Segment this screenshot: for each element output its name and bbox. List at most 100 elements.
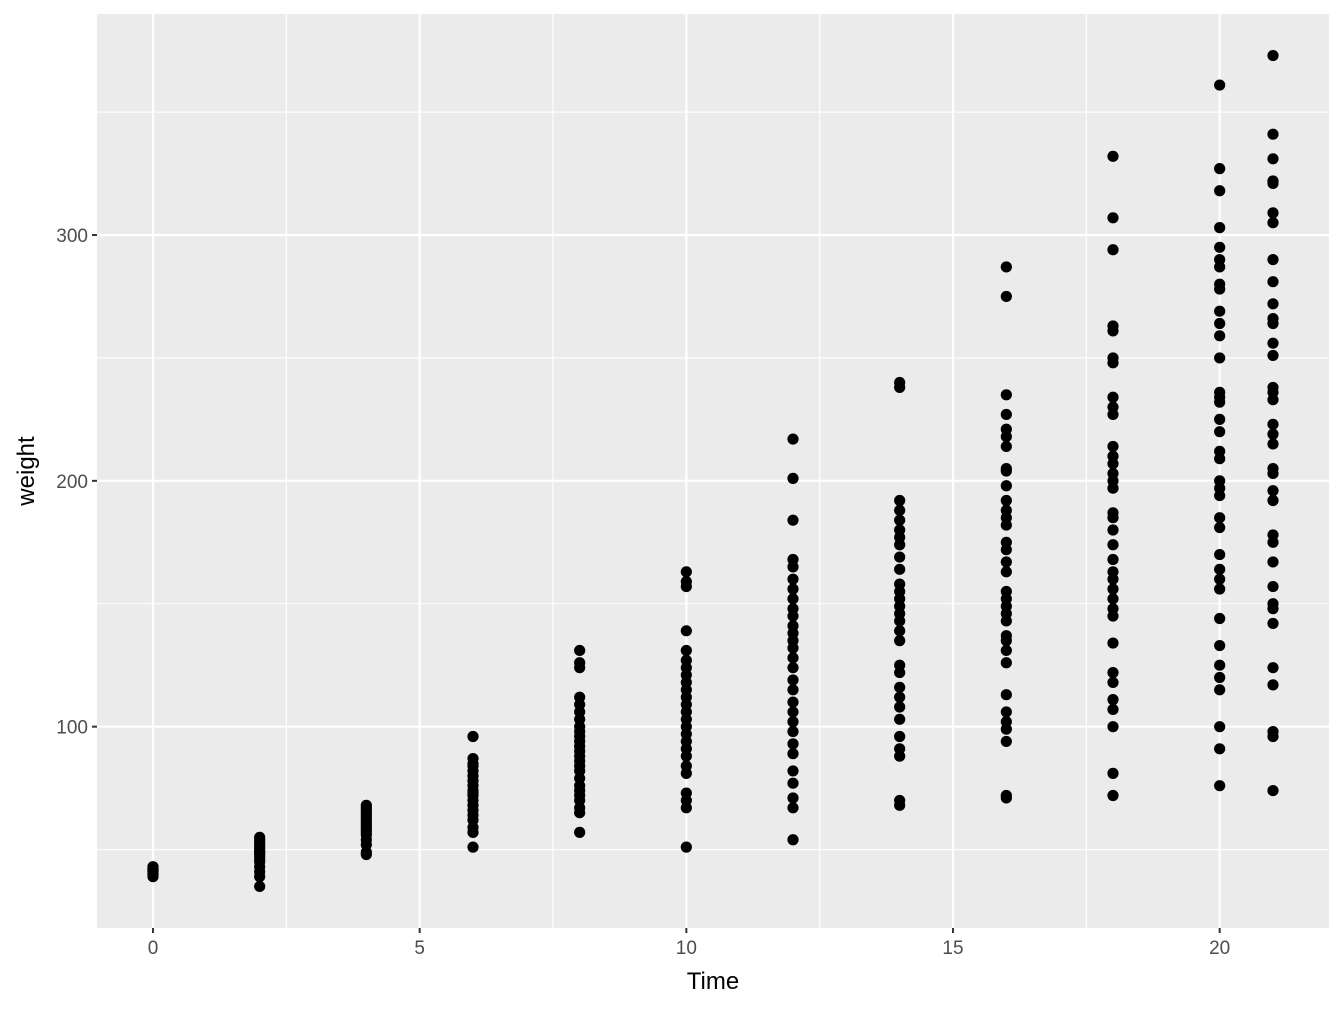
data-point	[1107, 391, 1119, 403]
data-point	[1267, 349, 1279, 362]
data-point	[574, 657, 586, 669]
data-point	[1267, 337, 1279, 349]
data-point	[1267, 153, 1279, 165]
data-point	[1267, 679, 1279, 691]
data-point	[1267, 253, 1279, 266]
data-point	[1107, 789, 1119, 802]
data-point	[787, 593, 799, 605]
data-point	[1214, 521, 1226, 534]
data-point	[787, 573, 799, 585]
data-point	[1267, 598, 1279, 610]
data-point	[787, 792, 799, 804]
data-point	[1214, 548, 1226, 561]
data-point	[787, 696, 799, 708]
data-point	[1000, 644, 1012, 657]
data-point	[1000, 462, 1012, 475]
data-point	[1214, 330, 1226, 342]
data-point	[787, 834, 799, 846]
data-point	[894, 514, 906, 526]
data-point	[1107, 593, 1119, 605]
data-point	[894, 494, 906, 507]
data-point	[1214, 512, 1226, 524]
data-point	[1107, 694, 1119, 706]
data-point	[787, 738, 799, 750]
data-point	[787, 662, 799, 674]
data-point	[1107, 401, 1119, 413]
data-point	[1267, 128, 1279, 140]
data-point	[787, 514, 799, 526]
data-point	[680, 576, 692, 588]
data-point	[1267, 428, 1279, 440]
data-point	[787, 583, 799, 595]
data-point	[680, 625, 692, 637]
data-point	[1214, 426, 1226, 438]
y-tick-label: 300	[56, 226, 88, 247]
data-point	[1214, 317, 1226, 330]
data-point	[467, 730, 479, 743]
data-point	[1000, 689, 1012, 701]
data-point	[574, 644, 586, 657]
data-point	[1214, 612, 1226, 625]
data-point	[574, 826, 586, 838]
data-point	[787, 684, 799, 696]
data-point	[1107, 539, 1119, 551]
data-point	[1267, 298, 1279, 310]
data-point	[1107, 467, 1119, 480]
data-point	[360, 799, 372, 811]
data-point	[1000, 423, 1012, 435]
data-point	[1000, 556, 1012, 568]
data-point	[1267, 462, 1279, 475]
data-point	[787, 765, 799, 777]
data-point	[1267, 381, 1279, 394]
data-point	[894, 691, 906, 703]
y-axis-ticks: 100 200 300	[56, 226, 97, 739]
data-point	[894, 504, 906, 516]
data-point	[787, 748, 799, 760]
data-point	[894, 681, 906, 693]
data-point	[1267, 556, 1279, 568]
data-point	[1107, 150, 1119, 162]
data-point	[1214, 413, 1226, 425]
data-point	[1267, 529, 1279, 541]
data-point	[1000, 716, 1012, 728]
data-point	[1107, 553, 1119, 566]
data-point	[1000, 408, 1012, 421]
data-point	[1214, 573, 1226, 585]
data-point	[1267, 580, 1279, 593]
data-point	[1214, 163, 1226, 175]
data-point	[787, 603, 799, 615]
data-point	[894, 713, 906, 725]
data-point	[1000, 706, 1012, 718]
data-point	[1267, 438, 1279, 450]
data-point	[1267, 276, 1279, 288]
data-point	[1107, 212, 1119, 224]
data-point	[894, 794, 906, 807]
data-point	[1214, 445, 1226, 457]
data-point	[787, 706, 799, 718]
y-tick-label: 100	[56, 718, 88, 739]
data-point	[680, 760, 692, 772]
data-point	[680, 566, 692, 578]
data-point	[1000, 261, 1012, 273]
data-point	[1000, 789, 1012, 802]
data-point	[787, 802, 799, 814]
data-point	[1267, 217, 1279, 229]
x-tick-label: 20	[1209, 938, 1230, 959]
data-point	[1000, 440, 1012, 453]
y-tick-label: 200	[56, 472, 88, 493]
data-point	[1107, 767, 1119, 779]
data-point	[1000, 536, 1012, 548]
data-point	[467, 841, 479, 853]
data-point	[1000, 494, 1012, 507]
data-point	[1107, 320, 1119, 332]
data-point	[1000, 290, 1012, 303]
data-point	[1107, 637, 1119, 649]
y-axis-title: weight	[13, 436, 40, 507]
data-point	[1000, 630, 1012, 642]
data-point	[787, 716, 799, 728]
data-point	[787, 777, 799, 789]
data-point	[1267, 49, 1279, 62]
data-point	[1214, 639, 1226, 652]
data-point	[787, 725, 799, 738]
data-point	[1107, 676, 1119, 689]
